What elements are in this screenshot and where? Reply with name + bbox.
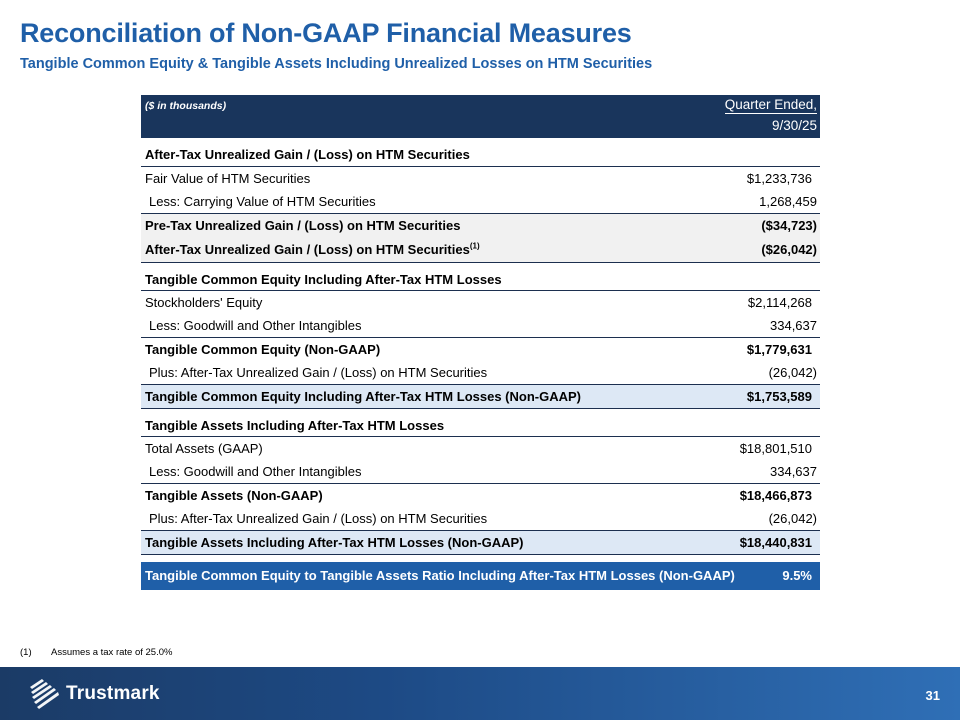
table-row: Total Assets (GAAP) $18,801,510: [145, 441, 812, 456]
section-heading: After-Tax Unrealized Gain / (Loss) on HT…: [141, 138, 820, 167]
footer-bar: Trustmark 31: [0, 667, 960, 720]
table-row: Tangible Common Equity (Non-GAAP) $1,779…: [145, 342, 812, 357]
table-row: Plus: After-Tax Unrealized Gain / (Loss)…: [141, 507, 820, 531]
trustmark-logo-icon: [30, 679, 59, 709]
table-header: ($ in thousands) Quarter Ended, 9/30/25: [141, 95, 820, 138]
table-row: Fair Value of HTM Securities $1,233,736: [145, 171, 812, 186]
logo-text: Trustmark: [66, 683, 160, 704]
reconciliation-table: ($ in thousands) Quarter Ended, 9/30/25 …: [141, 95, 820, 590]
period-header: Quarter Ended,: [724, 97, 817, 114]
table-row: Less: Goodwill and Other Intangibles 334…: [141, 460, 820, 484]
table-row: Plus: After-Tax Unrealized Gain / (Loss)…: [141, 361, 820, 385]
table-row: Tangible Assets Including After-Tax HTM …: [141, 531, 820, 555]
footnote: (1) Assumes a tax rate of 25.0%: [20, 647, 172, 658]
section-heading: Tangible Common Equity Including After-T…: [141, 263, 820, 291]
page-title: Reconciliation of Non-GAAP Financial Mea…: [20, 18, 632, 48]
ratio-row: Tangible Common Equity to Tangible Asset…: [141, 562, 820, 590]
section-heading: Tangible Assets Including After-Tax HTM …: [141, 409, 820, 437]
page-subtitle: Tangible Common Equity & Tangible Assets…: [20, 56, 653, 72]
table-row: Tangible Common Equity Including After-T…: [141, 385, 820, 409]
footnote-number: (1): [20, 647, 32, 658]
footnote-text: Assumes a tax rate of 25.0%: [51, 647, 173, 658]
units-label: ($ in thousands): [145, 100, 227, 112]
period-date: 9/30/25: [771, 118, 817, 133]
table-row: Less: Carrying Value of HTM Securities 1…: [141, 190, 820, 214]
table-row: Less: Goodwill and Other Intangibles 334…: [141, 314, 820, 338]
table-row: Tangible Assets (Non-GAAP) $18,466,873: [145, 488, 812, 503]
table-row: Pre-Tax Unrealized Gain / (Loss) on HTM …: [141, 214, 820, 237]
footnote-marker: (1): [469, 241, 480, 251]
page-number: 31: [925, 688, 940, 703]
table-row: After-Tax Unrealized Gain / (Loss) on HT…: [141, 237, 820, 263]
table-row: Stockholders' Equity $2,114,268: [145, 295, 812, 310]
